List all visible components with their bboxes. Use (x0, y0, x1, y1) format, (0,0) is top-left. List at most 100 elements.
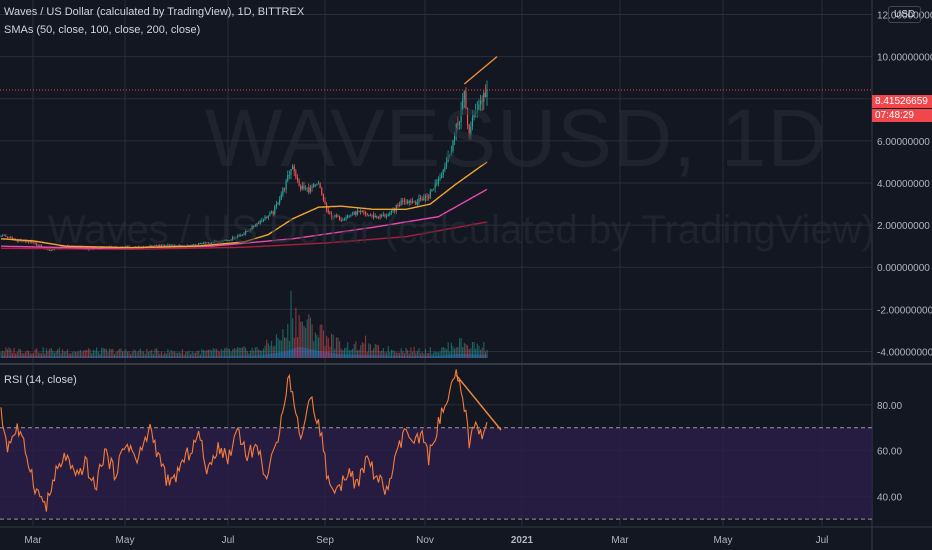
volume-bar (416, 350, 418, 358)
volume-bar (207, 349, 209, 358)
candle-body (442, 169, 444, 176)
volume-bar (408, 353, 410, 358)
candle-body (5, 235, 7, 237)
candle-body (437, 179, 439, 183)
volume-bar (107, 351, 109, 358)
volume-bar (465, 344, 467, 358)
volume-bar (113, 353, 115, 358)
rsi-axis-tick-label: 60.00 (877, 447, 902, 458)
volume-bar (173, 351, 175, 358)
candle-body (426, 196, 428, 197)
volume-bar (201, 349, 203, 358)
volume-bar (156, 348, 158, 358)
candle-body (262, 220, 265, 221)
volume-bar (327, 337, 329, 358)
candle-body (327, 209, 329, 213)
volume-bar (44, 353, 46, 358)
volume-bar (134, 350, 137, 358)
volume-bar (478, 345, 480, 358)
candle-body (398, 205, 401, 206)
candle-body (204, 242, 206, 244)
volume-bar (16, 351, 18, 358)
volume-bar (473, 342, 475, 358)
candle-body (300, 186, 302, 190)
candle-body (475, 112, 477, 115)
candle-body (455, 124, 457, 134)
candle-body (358, 211, 360, 212)
volume-bar (394, 351, 396, 358)
candle-body (155, 245, 158, 247)
volume-bar (389, 352, 391, 358)
candle-body (434, 184, 436, 189)
volume-bar (3, 351, 5, 358)
candle-body (403, 201, 405, 203)
volume-bar (243, 346, 245, 358)
volume-bar (99, 353, 101, 358)
candle-body (313, 184, 315, 188)
time-axis-tick-label: Sep (316, 535, 334, 546)
volume-bar (57, 349, 59, 358)
candle-body (306, 187, 308, 189)
candle-body (223, 240, 226, 242)
volume-bar (282, 329, 284, 358)
candle-body (27, 241, 30, 243)
currency-button[interactable]: USD (888, 6, 922, 23)
candle-body (335, 215, 337, 217)
candle-body (470, 126, 472, 137)
candle-body (466, 108, 469, 125)
volume-bar (125, 349, 127, 358)
volume-bar (374, 344, 376, 358)
candle-body (364, 212, 367, 214)
volume-bar (429, 347, 431, 358)
volume-bar (126, 351, 128, 358)
volume-bar (402, 351, 404, 358)
volume-bar (5, 347, 7, 358)
volume-bar (373, 348, 375, 358)
volume-bar (196, 351, 198, 358)
volume-bar (178, 351, 180, 358)
candle-body (293, 166, 295, 172)
volume-bar (70, 353, 72, 358)
candle-body (152, 245, 154, 247)
volume-bar (152, 354, 154, 358)
volume-bar (462, 347, 464, 358)
volume-bar (144, 353, 146, 358)
volume-bar (251, 347, 253, 358)
candle-body (316, 183, 318, 185)
volume-bar (53, 352, 56, 358)
volume-bar (267, 343, 269, 358)
candle-body (269, 212, 271, 216)
volume-bar (79, 349, 81, 358)
sma-indicator-legend[interactable]: SMAs (50, close, 100, close, 200, close) (4, 24, 201, 36)
candle-body (243, 233, 245, 236)
volume-bar (191, 351, 193, 358)
rsi-indicator-legend[interactable]: RSI (14, close) (4, 374, 77, 386)
volume-bar (415, 352, 417, 358)
volume-bar (405, 348, 407, 358)
volume-bar (335, 337, 337, 358)
volume-bar (34, 349, 36, 358)
volume-bar (96, 347, 98, 358)
volume-bar (81, 351, 83, 358)
volume-bar (198, 350, 200, 358)
candle-body (272, 211, 274, 215)
volume-bar (55, 351, 57, 358)
volume-bar (441, 347, 443, 358)
chart-title[interactable]: Waves / US Dollar (calculated by Trading… (4, 6, 305, 18)
candle-body (384, 214, 386, 217)
candle-body (444, 166, 446, 170)
volume-bar (460, 337, 462, 358)
candle-body (225, 240, 227, 242)
candle-body (330, 214, 333, 218)
volume-bar (224, 348, 226, 358)
volume-bar (233, 348, 235, 358)
volume-bar (356, 350, 358, 358)
volume-bar (275, 334, 277, 358)
volume-bar (29, 352, 31, 358)
volume-bar (23, 353, 25, 358)
candle-body (279, 199, 281, 204)
volume-bar (411, 352, 414, 358)
volume-bar (395, 352, 397, 358)
candle-body (397, 204, 399, 206)
